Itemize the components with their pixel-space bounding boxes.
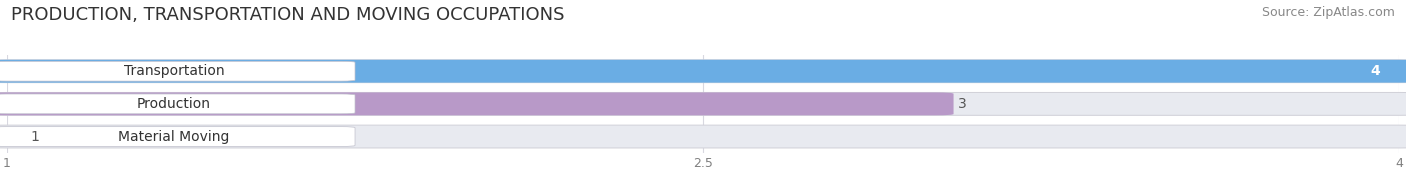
FancyBboxPatch shape (0, 125, 1406, 148)
FancyBboxPatch shape (0, 61, 354, 81)
Text: 3: 3 (957, 97, 967, 111)
Text: Source: ZipAtlas.com: Source: ZipAtlas.com (1261, 6, 1395, 19)
FancyBboxPatch shape (0, 60, 1406, 83)
FancyBboxPatch shape (0, 127, 354, 146)
Text: Production: Production (136, 97, 211, 111)
FancyBboxPatch shape (0, 93, 953, 115)
FancyBboxPatch shape (0, 93, 1406, 115)
FancyBboxPatch shape (0, 94, 354, 114)
Text: Transportation: Transportation (124, 64, 225, 78)
Text: 4: 4 (1371, 64, 1381, 78)
FancyBboxPatch shape (0, 60, 1406, 83)
Text: Material Moving: Material Moving (118, 130, 229, 143)
Text: 1: 1 (30, 130, 39, 143)
Text: PRODUCTION, TRANSPORTATION AND MOVING OCCUPATIONS: PRODUCTION, TRANSPORTATION AND MOVING OC… (11, 6, 565, 24)
